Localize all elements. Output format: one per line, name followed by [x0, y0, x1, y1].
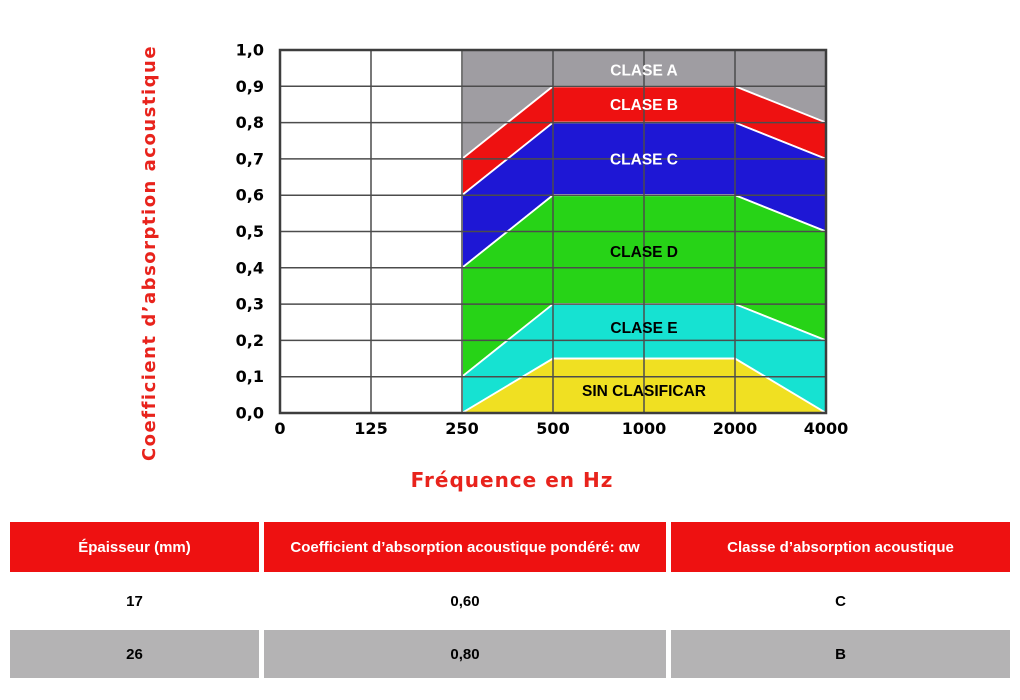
plot-border — [278, 48, 828, 415]
page: Coefficient d’absorption acoustique Fréq… — [10, 41, 1010, 682]
y-tick-label: 0,1 — [236, 367, 264, 386]
y-tick-label: 0,8 — [236, 113, 264, 132]
band-label-clase-d: CLASE D — [610, 244, 678, 261]
y-tick-label: 0,6 — [236, 186, 264, 205]
band-label-clase-a: CLASE A — [610, 62, 677, 79]
col-header-coefficient: Coefficient d’absorption acoustique pond… — [259, 522, 666, 572]
x-tick-label: 1000 — [622, 419, 667, 438]
y-axis-label: Coefficient d’absorption acoustique — [139, 45, 160, 461]
y-tick-label: 0,9 — [236, 77, 264, 96]
table-cell: 0,80 — [259, 630, 666, 678]
y-tick-label: 0,7 — [236, 149, 264, 168]
table-row: 17 0,60 C — [10, 576, 1010, 626]
y-tick-label: 1,0 — [236, 41, 264, 60]
tick-labels: 1,0 0,9 0,8 0,7 0,6 0,5 0,4 0,3 0,2 0,1 0,0 0 125 250… — [236, 41, 849, 439]
x-tick-label: 125 — [354, 419, 387, 438]
y-tick-label: 0,2 — [236, 331, 264, 350]
band-labels: CLASE A CLASE B CLASE C CLASE D CLASE E SIN C… — [582, 62, 706, 400]
band-label-clase-e: CLASE E — [610, 320, 677, 337]
table-cell: B — [666, 630, 1010, 678]
table-cell: C — [666, 576, 1010, 626]
x-tick-label: 500 — [536, 419, 569, 438]
y-tick-label: 0,5 — [236, 222, 264, 241]
col-header-epaisseur: Épaisseur (mm) — [10, 522, 259, 572]
table-cell: 26 — [10, 630, 259, 678]
x-tick-label: 4000 — [804, 419, 849, 438]
y-tick-label: 0,3 — [236, 295, 264, 314]
band-label-sin-clasificar: SIN CLASIFICAR — [582, 383, 706, 400]
x-tick-label: 2000 — [713, 419, 758, 438]
table-header-row: Épaisseur (mm) Coefficient d’absorption … — [10, 522, 1010, 572]
x-tick-label: 250 — [445, 419, 478, 438]
x-tick-label: 0 — [274, 419, 285, 438]
col-header-classe: Classe d’absorption acoustique — [666, 522, 1010, 572]
table-cell: 0,60 — [259, 576, 666, 626]
band-label-clase-b: CLASE B — [610, 97, 678, 114]
gridlines — [280, 50, 826, 413]
absorption-class-chart: Coefficient d’absorption acoustique Fréq… — [139, 41, 849, 493]
band-label-clase-c: CLASE C — [610, 151, 678, 168]
table-row: 26 0,80 B — [10, 630, 1010, 678]
y-tick-label: 0,4 — [236, 258, 264, 277]
table-cell: 17 — [10, 576, 259, 626]
absorption-table: Épaisseur (mm) Coefficient d’absorption … — [10, 518, 1010, 682]
x-axis-label: Fréquence en Hz — [411, 468, 614, 492]
y-tick-label: 0,0 — [236, 404, 264, 423]
